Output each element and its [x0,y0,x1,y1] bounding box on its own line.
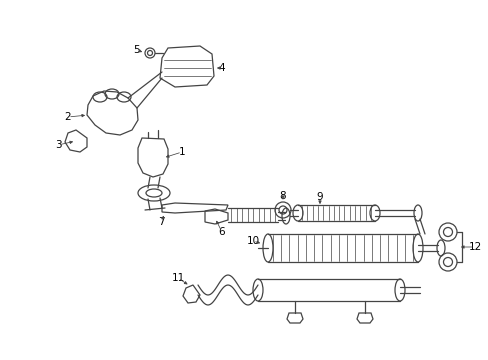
Text: 12: 12 [468,242,481,252]
Text: 2: 2 [64,112,71,122]
Text: 1: 1 [178,147,185,157]
Text: 11: 11 [171,273,184,283]
Text: 6: 6 [218,227,225,237]
Text: 8: 8 [279,191,286,201]
Text: 10: 10 [246,236,259,246]
Text: 9: 9 [316,192,323,202]
Text: 5: 5 [133,45,140,55]
Text: 3: 3 [55,140,61,150]
Text: 4: 4 [218,63,225,73]
Text: 7: 7 [157,217,164,227]
